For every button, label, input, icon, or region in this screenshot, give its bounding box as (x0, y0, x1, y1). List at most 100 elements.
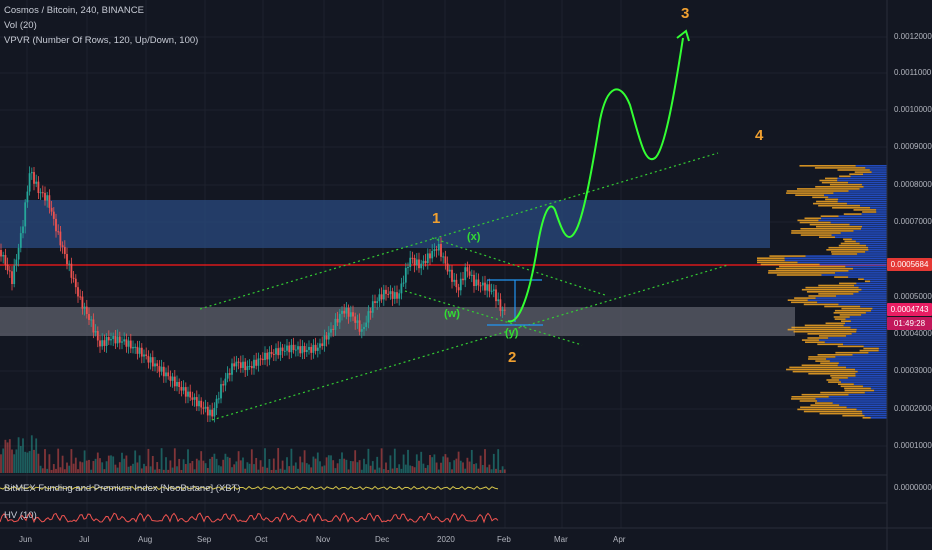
vpvr-bar-down (819, 412, 863, 415)
vpvr-bar-down (815, 186, 864, 188)
candle-body (330, 328, 332, 333)
candle-body (418, 259, 420, 269)
vpvr-bar-up (839, 379, 887, 381)
volume-bar (459, 460, 462, 473)
volume-bar (44, 449, 46, 473)
vpvr-bar-down (825, 322, 846, 325)
candle-body (446, 263, 449, 272)
vpvr-bar-down (840, 385, 863, 388)
candle-body (248, 366, 251, 368)
candle-body (6, 264, 9, 271)
volume-indicator-label[interactable]: Vol (20) (4, 20, 37, 31)
vpvr-bar-down (834, 276, 849, 278)
candle-body (473, 274, 475, 286)
volume-bar (275, 469, 277, 473)
candle-body (103, 340, 106, 346)
candle-body (407, 267, 409, 269)
vpvr-bar-down (832, 207, 871, 209)
vpvr-bar-up (846, 335, 887, 337)
candle-body (147, 355, 150, 363)
candle-body (327, 332, 330, 340)
wedge-upper-line[interactable] (431, 237, 606, 296)
candle-body (83, 306, 86, 309)
volume-bar (303, 450, 306, 473)
candle-body (415, 259, 418, 266)
candle-body (189, 391, 192, 398)
price-tick-label: 0.0002000 (894, 404, 932, 413)
wave-label-2: 2 (508, 349, 517, 366)
candle-body (448, 269, 451, 272)
vpvr-bar-up (818, 339, 887, 341)
vpvr-bar-down (779, 265, 846, 268)
candle-body (138, 347, 141, 354)
vpvr-bar-down (791, 326, 851, 329)
vpvr-bar-down (792, 370, 858, 373)
chart-title[interactable]: Cosmos / Bitcoin, 240, BINANCE (4, 5, 144, 16)
candle-body (55, 218, 57, 232)
wedge-lower-line[interactable] (404, 290, 583, 346)
hv-indicator-label[interactable]: HV (10) (4, 510, 37, 521)
vpvr-bar-down (829, 183, 862, 186)
candle-body (0, 250, 2, 257)
candle-body (400, 283, 403, 294)
volume-bar (391, 468, 394, 473)
volume-bar (228, 457, 231, 473)
volume-bar (413, 467, 416, 473)
funding-indicator-label[interactable]: BitMEX Funding and Premium Index [NeoBut… (4, 483, 241, 494)
vpvr-bar-down (821, 181, 849, 184)
volume-bar (349, 461, 352, 473)
vpvr-bar-down (839, 314, 862, 316)
candle-body (455, 279, 458, 288)
volume-bar (171, 467, 174, 473)
resistance-zone[interactable] (0, 200, 770, 248)
candle-body (90, 319, 93, 321)
candle-body (264, 352, 266, 361)
volume-bar (90, 469, 93, 473)
vpvr-bar-up (837, 200, 887, 203)
candle-body (13, 265, 16, 284)
candle-body (15, 259, 18, 266)
vpvr-bar-down (826, 249, 869, 251)
candle-body (323, 335, 326, 346)
projection-path[interactable] (507, 37, 684, 323)
volume-bar (110, 455, 112, 473)
volume-bar (145, 466, 148, 473)
volume-bars (0, 435, 506, 473)
volume-bar (237, 451, 240, 473)
volume-bar (191, 460, 194, 473)
vpvr-bar-down (791, 396, 829, 398)
volume-bar (376, 456, 379, 473)
vpvr-bar-up (861, 410, 887, 413)
vpvr-bar-up (856, 282, 887, 285)
volume-bar (294, 462, 297, 473)
volume-bar (475, 463, 478, 473)
candle-body (272, 353, 275, 355)
price-tick-label: 0.0003000 (894, 366, 932, 375)
vpvr-bar-down (840, 242, 860, 245)
vpvr-indicator-label[interactable]: VPVR (Number Of Rows, 120, Up/Down, 100) (4, 35, 199, 46)
vpvr-bar-up (859, 242, 887, 245)
candle-body (233, 363, 236, 367)
volume-bar (88, 459, 90, 473)
vpvr-bar-up (818, 219, 887, 222)
candle-body (275, 348, 277, 355)
vpvr-bar-down (862, 417, 871, 419)
vpvr-bar-down (803, 410, 862, 413)
volume-bar (332, 460, 335, 473)
vpvr-bar-up (826, 358, 887, 360)
candle-body (231, 363, 233, 375)
volume-bar (233, 464, 236, 473)
vpvr-bar-down (806, 291, 859, 293)
candle-body (99, 340, 101, 347)
volume-bar (180, 469, 183, 473)
vpvr-bar-down (837, 345, 864, 348)
vpvr-bar-up (824, 341, 887, 343)
vpvr-bar-up (852, 354, 887, 356)
vpvr-bar-down (790, 301, 818, 304)
candle-body (121, 341, 123, 343)
support-zone[interactable] (0, 307, 795, 336)
vpvr-bar-up (878, 347, 887, 350)
channel-upper-line[interactable] (199, 152, 719, 310)
vpvr-bar-up (848, 270, 887, 272)
